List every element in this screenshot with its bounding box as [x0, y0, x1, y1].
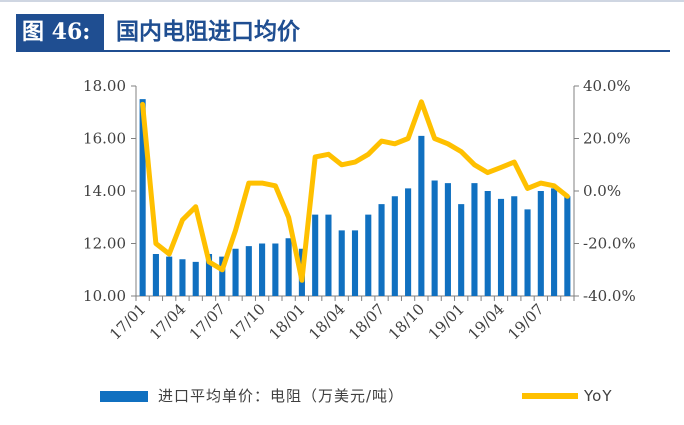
x-tick-label: 17/10 [226, 300, 269, 343]
bar [272, 243, 279, 296]
bar [312, 214, 319, 296]
bar [139, 99, 146, 296]
right-tick-label: 20.0% [583, 130, 631, 148]
figure-header: 图 46: 国内电阻进口均价 [16, 14, 670, 52]
bar [458, 204, 465, 296]
left-tick-label: 14.00 [83, 182, 126, 200]
legend-line-swatch [522, 393, 578, 399]
legend-bar-swatch [100, 391, 148, 402]
bar [484, 191, 491, 296]
bar [524, 209, 531, 296]
x-tick-label: 18/10 [385, 300, 428, 343]
x-tick-label: 19/01 [425, 300, 468, 343]
x-tick-label: 17/07 [186, 300, 229, 343]
bar [444, 183, 451, 296]
bar [232, 248, 239, 296]
bar [378, 204, 385, 296]
right-tick-label: -40.0% [583, 287, 636, 305]
bar [391, 196, 398, 296]
bar [471, 183, 478, 296]
legend-line-label: YoY [584, 387, 613, 405]
bar [551, 188, 558, 296]
x-tick-label: 19/07 [504, 300, 547, 343]
bar [351, 230, 359, 296]
bar [179, 259, 186, 296]
legend-bar-label: 进口平均单价：电阻（万美元/吨） [158, 387, 405, 405]
bar [564, 196, 571, 296]
bar [166, 256, 173, 296]
left-tick-label: 12.00 [83, 235, 126, 253]
top-rule [0, 0, 684, 2]
x-tick-label: 17/01 [106, 300, 149, 343]
bar [338, 230, 345, 296]
left-tick-label: 10.00 [83, 287, 126, 305]
right-tick-label: -20.0% [583, 235, 636, 253]
left-tick-label: 18.00 [83, 77, 126, 95]
chart-canvas: 10.00 12.00 14.00 16.00 18.00 -40.0% -20.0% 0.0… [83, 77, 636, 343]
bar [497, 198, 505, 296]
bar [325, 214, 332, 296]
x-tick-label: 19/04 [465, 300, 508, 343]
bar [192, 261, 199, 296]
figure-title: 国内电阻进口均价 [116, 19, 300, 45]
x-tick-label: 17/04 [146, 300, 189, 343]
x-tick-label: 18/01 [265, 300, 308, 343]
bar [205, 254, 213, 296]
bar [511, 196, 518, 296]
x-tick-label: 18/07 [345, 300, 388, 343]
bar [245, 246, 252, 296]
bar [365, 214, 372, 296]
bar [285, 238, 292, 296]
bar [219, 256, 226, 296]
x-tick-label: 18/04 [305, 300, 348, 343]
bar [152, 254, 159, 296]
figure-label: 图 46: [16, 14, 104, 50]
right-tick-label: 0.0% [583, 182, 621, 200]
right-tick-label: 40.0% [583, 77, 631, 95]
bar [259, 243, 266, 296]
bar [431, 180, 438, 296]
bar [405, 188, 412, 296]
yoy-line [140, 99, 570, 283]
bar [537, 191, 544, 296]
left-tick-label: 16.00 [83, 130, 126, 148]
bar [418, 135, 425, 296]
